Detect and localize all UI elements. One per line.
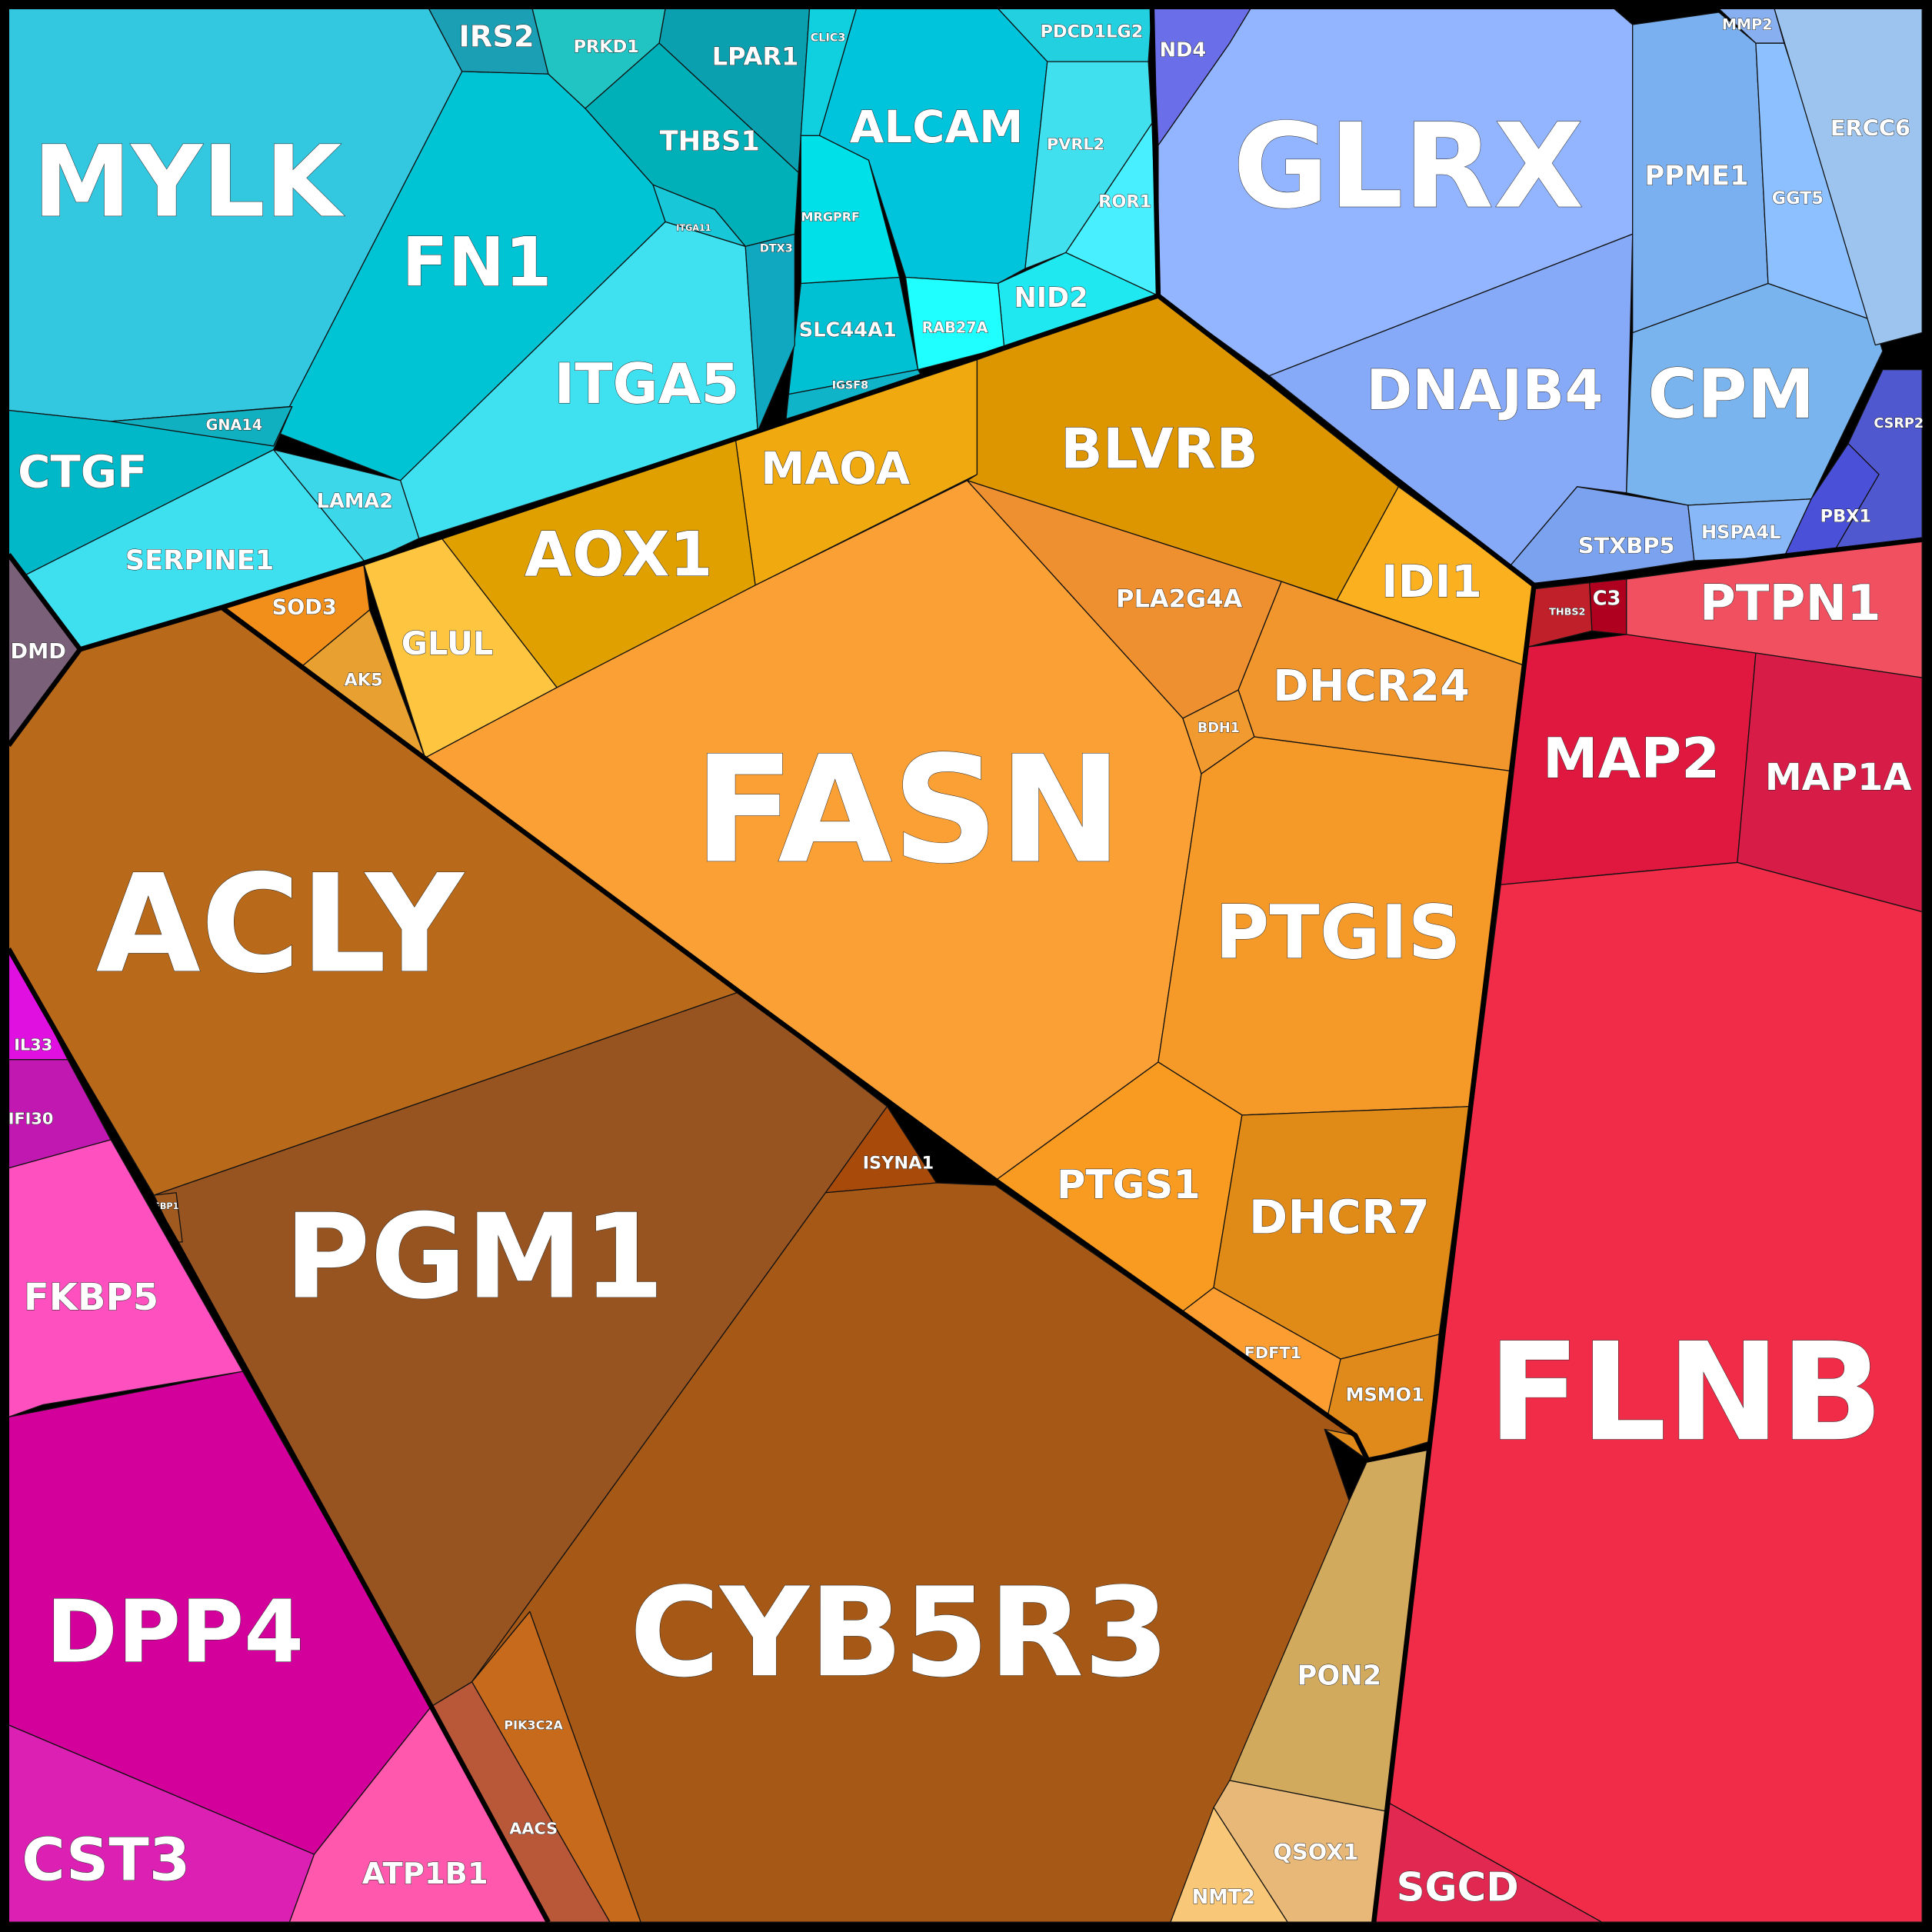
cell-label: AK5 bbox=[344, 670, 382, 690]
group-border bbox=[6, 648, 82, 748]
cell-label: IRS2 bbox=[458, 20, 534, 55]
cell-label: THBS2 bbox=[1549, 607, 1585, 618]
cell-label: FASN bbox=[694, 725, 1122, 897]
cell-label: FN1 bbox=[401, 223, 551, 302]
cell-label: MAP1A bbox=[1765, 756, 1912, 799]
cell-label: PTGS1 bbox=[1057, 1162, 1201, 1208]
cell-label: MAP2 bbox=[1543, 727, 1720, 791]
cell-label: CLIC3 bbox=[811, 32, 846, 45]
cell-label: PIK3C2A bbox=[504, 1717, 563, 1732]
cell-label: ISYNA1 bbox=[863, 1153, 934, 1173]
cell-label: NID2 bbox=[1014, 282, 1088, 314]
cell-region bbox=[652, 184, 746, 248]
cell-region bbox=[1170, 1807, 1288, 1923]
cell-label: PON2 bbox=[1297, 1660, 1382, 1691]
cell-label: C3 bbox=[1593, 588, 1621, 611]
cell-label: RAB27A bbox=[922, 319, 988, 337]
cell-label: PTPN1 bbox=[1700, 575, 1881, 632]
cell-label: DPP4 bbox=[46, 1583, 304, 1683]
cell-label: BLVRB bbox=[1061, 418, 1258, 482]
cell-label: SERPINE1 bbox=[125, 545, 275, 576]
cell-label: THBS1 bbox=[660, 126, 760, 158]
group-border bbox=[1371, 585, 1537, 1923]
cell-label: LAMA2 bbox=[317, 490, 393, 513]
cell-label: IGSF8 bbox=[832, 379, 868, 391]
cell-label: IDI1 bbox=[1381, 555, 1482, 608]
cell-label: PDCD1LG2 bbox=[1040, 22, 1143, 42]
cell-label: FKBP5 bbox=[24, 1276, 158, 1319]
cell-label: STXBP5 bbox=[1578, 533, 1675, 559]
cell-label: ERCC6 bbox=[1830, 115, 1910, 142]
cell-label: SOD3 bbox=[272, 595, 337, 619]
cell-label: NMT2 bbox=[1192, 1886, 1255, 1909]
cell-label: PVRL2 bbox=[1047, 135, 1104, 153]
cell-label: CPM bbox=[1647, 355, 1814, 434]
cell-label: PGM1 bbox=[285, 1189, 665, 1325]
cell-label: MYLK bbox=[33, 125, 345, 240]
cell-label: MAOA bbox=[761, 442, 910, 495]
cell-label: MSMO1 bbox=[1346, 1384, 1424, 1406]
group-border bbox=[1156, 293, 1923, 588]
cell-region bbox=[744, 233, 795, 432]
cell-label: DTX3 bbox=[760, 243, 793, 255]
cell-label: AACS bbox=[509, 1819, 558, 1837]
cell-region bbox=[273, 449, 420, 564]
cell-label: ACLY bbox=[96, 845, 466, 1004]
cell-label: HSPA4L bbox=[1701, 521, 1780, 543]
cell-label: GNA14 bbox=[206, 416, 262, 434]
cell-label: ATP1B1 bbox=[362, 1857, 488, 1891]
cell-label: ITGA5 bbox=[555, 352, 740, 417]
cell-label: DHCR7 bbox=[1249, 1190, 1430, 1244]
cell-label: LPAR1 bbox=[712, 42, 799, 72]
cell-label: PBX1 bbox=[1820, 506, 1871, 526]
cell-label: ALCAM bbox=[850, 101, 1024, 153]
cell-label: CSRP2 bbox=[1874, 416, 1924, 431]
cell-label: FLNB bbox=[1487, 1313, 1883, 1471]
cell-label: PTGIS bbox=[1215, 890, 1461, 976]
cell-label: SGCD bbox=[1397, 1864, 1519, 1910]
cell-label: QSOX1 bbox=[1273, 1839, 1358, 1865]
cell-label: ROR1 bbox=[1098, 192, 1151, 212]
cell-label: MRGPRF bbox=[801, 209, 860, 224]
cell-label: BDH1 bbox=[1198, 721, 1240, 736]
cell-label: SLC44A1 bbox=[799, 318, 897, 341]
cell-label: CTGF bbox=[18, 446, 147, 498]
cell-label: FDFT1 bbox=[1244, 1344, 1301, 1362]
cell-label: PPME1 bbox=[1644, 161, 1748, 192]
group-border bbox=[6, 947, 551, 1924]
group-border bbox=[220, 605, 1430, 1463]
cell-label: CYB5R3 bbox=[630, 1561, 1170, 1704]
cell-region bbox=[110, 406, 293, 447]
cell-label: PLA2G4A bbox=[1116, 585, 1243, 614]
cell-label: DMD bbox=[11, 640, 66, 664]
cell-label: DNAJB4 bbox=[1367, 358, 1604, 423]
cell-label: IFI30 bbox=[8, 1110, 54, 1128]
cell-region bbox=[1213, 1780, 1387, 1923]
cell-label: GGT5 bbox=[1772, 188, 1824, 208]
cell-label: PRKD1 bbox=[574, 37, 639, 57]
cell-label: DHCR24 bbox=[1273, 661, 1470, 711]
cell-label: ITGA11 bbox=[676, 223, 711, 233]
cell-label: AOX1 bbox=[525, 518, 713, 590]
cell-label: IL33 bbox=[14, 1036, 52, 1054]
cell-label: MMP2 bbox=[1722, 16, 1773, 34]
cell-label: GLUL bbox=[401, 625, 494, 662]
cell-label: ND4 bbox=[1160, 39, 1207, 62]
cell-label: CST3 bbox=[22, 1827, 190, 1895]
cell-label: GLRX bbox=[1233, 98, 1584, 235]
